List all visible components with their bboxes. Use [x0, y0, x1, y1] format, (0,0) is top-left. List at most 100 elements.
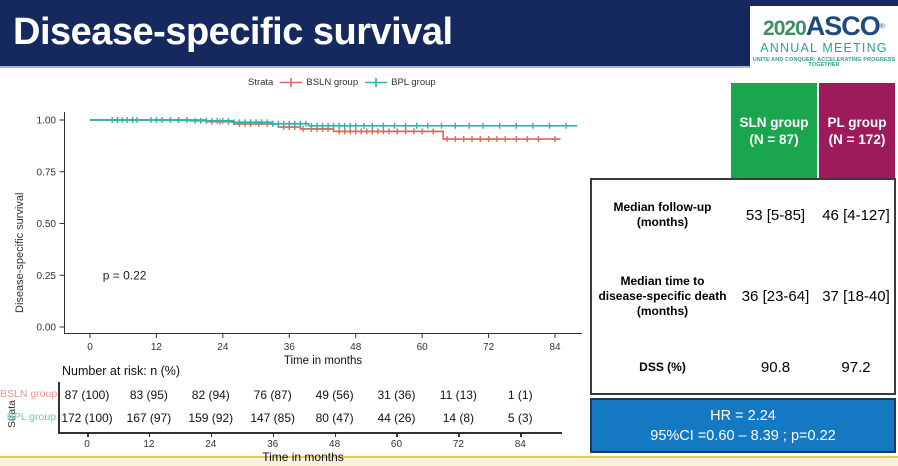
summary-label-line: DSS (%) — [639, 360, 686, 374]
risk-value: 76 (87) — [253, 388, 292, 402]
asco-logo-tagline: UNITE AND CONQUER: ACCELERATING PROGRESS… — [752, 56, 896, 68]
risk-x-tick-label: 48 — [329, 439, 341, 450]
asco-logo-meeting: ANNUAL MEETING — [760, 41, 888, 55]
risk-x-tick-label: 36 — [267, 439, 279, 450]
x-tick-label: 12 — [151, 342, 163, 353]
pl-header-line2: (N = 172) — [828, 131, 886, 147]
summary-label-line: (months) — [636, 303, 689, 318]
summary-col-header-sln: SLN group (N = 87) — [731, 83, 817, 178]
risk-value: 80 (47) — [315, 411, 354, 425]
summary-value: 90.8 — [760, 359, 791, 376]
summary-label-line: Median follow-up — [613, 200, 712, 214]
km-survival-plot: 0.00 0.25 0.50 0.75 1.00 0 12 24 36 48 60 72 84 Time … — [37, 112, 582, 367]
y-tick-label: 0.75 — [37, 167, 57, 178]
y-tick-label: 0.00 — [37, 323, 57, 334]
y-tick-label: 0.25 — [37, 271, 57, 282]
summary-value: 97.2 — [841, 359, 871, 376]
risk-x-tick — [210, 433, 213, 437]
chart-legend: Strata BSLN group BPL group — [248, 77, 436, 88]
risk-x-tick — [334, 433, 337, 437]
risk-value: 172 (100) — [61, 411, 113, 425]
header-bar: Disease-specific survival — [0, 0, 898, 68]
y-tick-label: 1.00 — [37, 116, 57, 127]
x-tick-label: 24 — [217, 342, 229, 353]
summary-row-label: Median follow-up (months) — [592, 180, 733, 250]
risk-value: 5 (3) — [507, 411, 533, 425]
summary-table-body: Median follow-up (months) 53 [5-85] 46 [4-1… — [592, 180, 894, 393]
risk-row-label: BSLN group — [0, 388, 58, 400]
legend-item: BPL group — [365, 77, 436, 88]
legend-item-label: BPL group — [391, 77, 436, 88]
sln-header-line1: SLN group — [739, 114, 809, 130]
hazard-ratio-box: HR = 2.24 95%CI =0.60 – 8.39 ; p=0.22 — [590, 398, 896, 453]
risk-x-tick — [87, 433, 89, 437]
sln-header-line2: (N = 87) — [749, 131, 799, 147]
x-axis-label: Time in months — [284, 355, 362, 367]
hr-ci: 95%CI =0.60 – 8.39 ; p=0.22 — [650, 427, 836, 444]
risk-x-tick-label: 12 — [143, 439, 155, 450]
registered-mark-icon: ® — [879, 23, 885, 31]
risk-value: 82 (94) — [191, 388, 230, 402]
y-tick-label: 0.50 — [37, 219, 57, 230]
risk-x-tick — [148, 433, 151, 437]
risk-x-tick — [520, 433, 522, 437]
pl-header-line1: PL group — [827, 114, 887, 130]
risk-value: 11 (13) — [439, 388, 477, 402]
legend-censor-line-icon — [280, 78, 303, 87]
risk-axis-hline — [58, 432, 562, 434]
page-title: Disease-specific survival — [13, 11, 453, 53]
risk-value: 87 (100) — [64, 388, 110, 402]
risk-x-tick-label: 0 — [84, 439, 90, 450]
risk-value: 159 (92) — [188, 411, 234, 425]
x-tick-label: 84 — [549, 342, 561, 353]
risk-value: 31 (36) — [377, 388, 416, 402]
summary-value: 53 [5-85] — [745, 206, 806, 224]
risk-value: 49 (56) — [315, 388, 354, 402]
risk-value: 167 (97) — [126, 411, 172, 425]
risk-table-title: Number at risk: n (%) — [62, 364, 181, 378]
x-tick-label: 60 — [417, 342, 429, 353]
risk-x-tick — [396, 433, 398, 437]
risk-x-tick — [458, 433, 460, 437]
risk-row-label: BPL group — [6, 411, 56, 423]
risk-x-tick-label: 84 — [514, 439, 526, 450]
legend-title: Strata — [248, 77, 274, 88]
risk-value: 1 (1) — [507, 388, 533, 402]
asco-logo-wordmark: 2020ASCO® — [750, 13, 898, 40]
legend-item-label: BSLN group — [306, 77, 359, 88]
summary-value: 36 [23-64] — [741, 287, 810, 305]
risk-x-tick — [272, 433, 275, 437]
x-tick-label: 48 — [350, 342, 362, 353]
legend-item: BSLN group — [280, 77, 358, 88]
summary-table: Median follow-up (months) 53 [5-85] 46 [4-1… — [590, 178, 896, 395]
risk-x-tick-label: 72 — [452, 439, 464, 450]
legend-censor-line-icon — [365, 78, 388, 87]
p-value-annotation: p = 0.22 — [103, 268, 147, 282]
summary-label-line: Median time to — [620, 273, 705, 288]
summary-value: 46 [4-127] — [822, 206, 890, 224]
hr-value: HR = 2.24 — [710, 407, 776, 424]
x-tick-label: 72 — [483, 342, 495, 353]
x-tick-label: 0 — [87, 342, 93, 353]
summary-col-header-pl: PL group (N = 172) — [819, 83, 895, 178]
risk-axis-vline — [58, 382, 60, 432]
asco-logo-year: 2020 — [763, 17, 807, 40]
asco-logo-org: ASCO — [805, 11, 881, 41]
summary-label-line: disease-specific death — [598, 288, 727, 303]
risk-table: Number at risk: n (%) Strata BSLN group 87 … — [0, 362, 600, 466]
risk-value: 14 (8) — [442, 411, 475, 425]
summary-row-label: Median time to disease-specific death (mon… — [592, 250, 733, 342]
risk-x-tick-label: 24 — [205, 439, 217, 450]
risk-x-axis-label: Time in months — [262, 450, 344, 464]
bottom-accent-band — [0, 456, 898, 466]
risk-value: 147 (85) — [250, 411, 296, 425]
summary-row-label: DSS (%) — [592, 342, 733, 393]
summary-value: 37 [18-40] — [822, 287, 890, 305]
risk-value: 83 (95) — [129, 388, 168, 402]
risk-x-tick-label: 60 — [390, 439, 403, 450]
summary-label-line: (months) — [636, 215, 689, 229]
risk-value: 44 (26) — [377, 411, 416, 425]
x-tick-label: 36 — [284, 342, 296, 353]
asco-logo: 2020ASCO® ANNUAL MEETING UNITE AND CONQU… — [750, 6, 898, 70]
